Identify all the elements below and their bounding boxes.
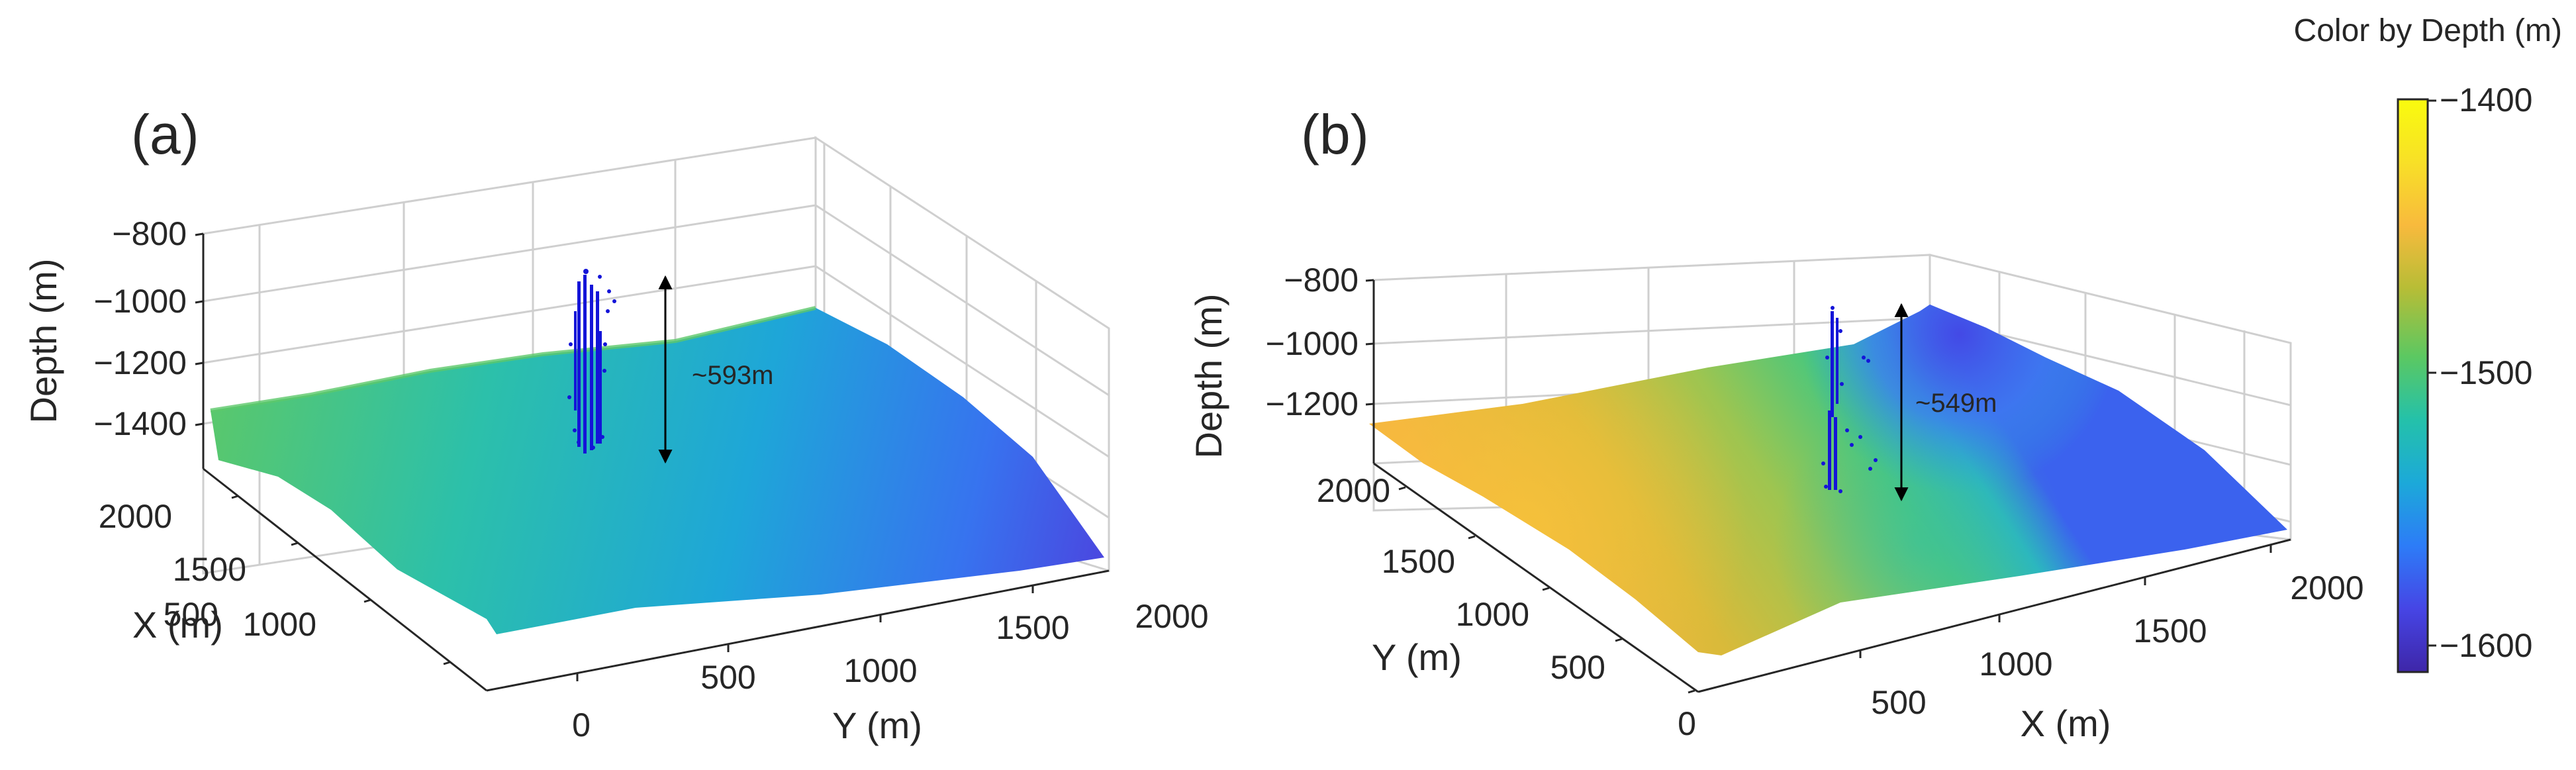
panel-label-b: (b) [1301,103,1369,166]
panel-a-axes [195,232,1110,692]
colorbar: Color by Depth (m) −1400 −1500 −1600 [2294,13,2562,673]
y-tick: 1000 [1456,596,1529,633]
x-tick: 1500 [2133,612,2207,650]
z-axis-label-a: Depth (m) [23,259,64,424]
x-tick: 1500 [173,551,246,588]
y-axis-label-a: Y (m) [832,704,922,746]
z-tick: −800 [1284,262,1359,299]
x-tick: 1000 [1979,646,2052,683]
z-tick: −1000 [94,283,187,320]
panel-label-a: (a) [131,103,199,166]
z-tick: −1000 [1266,325,1359,362]
panel-b-events [1821,306,1878,493]
colorbar-gradient [2397,98,2429,673]
x-tick: 1000 [243,606,316,643]
panel-a: ~593m (a) −800 −1000 −1200 −1400 Depth (… [23,103,1209,746]
y-axis-label-b: Y (m) [1372,636,1462,678]
y-tick: 0 [1678,705,1696,742]
y-tick: 2000 [1317,472,1390,509]
x-tick: 2000 [2290,569,2363,606]
seafloor-surface-a [211,308,1104,634]
colorbar-tick: −1500 [2440,354,2532,391]
panel-a-events [567,269,616,454]
panel-b: ~549m (b) −800 −1000 −1200 Depth (m) 0 5… [1188,103,2364,744]
y-tick: 1000 [843,652,917,689]
x-axis-label-a: X (m) [132,604,223,646]
x-axis-label-b: X (m) [2021,702,2111,744]
colorbar-title: Color by Depth (m) [2294,13,2562,48]
y-tick: 1500 [996,609,1069,646]
panel-a-surface [210,306,1104,634]
annotation-a: ~593m [692,361,773,390]
z-tick: −800 [112,215,187,252]
z-axis-label-b: Depth (m) [1188,294,1229,459]
z-tick: −1200 [94,344,187,381]
y-tick: 2000 [1135,598,1208,635]
annotation-b: ~549m [1915,389,1997,418]
panel-b-axes [1365,279,2291,694]
z-tick: −1400 [94,405,187,442]
y-tick: 500 [700,659,755,696]
colorbar-tick: −1400 [2440,81,2532,119]
y-tick: 0 [572,706,591,744]
x-tick: 500 [164,596,218,633]
y-tick: 1500 [1382,543,1455,580]
x-tick: 2000 [99,498,172,535]
colorbar-tick: −1600 [2440,627,2532,664]
y-tick: 500 [1550,649,1605,686]
z-tick: −1200 [1266,385,1359,422]
x-tick: 500 [1871,684,1926,721]
